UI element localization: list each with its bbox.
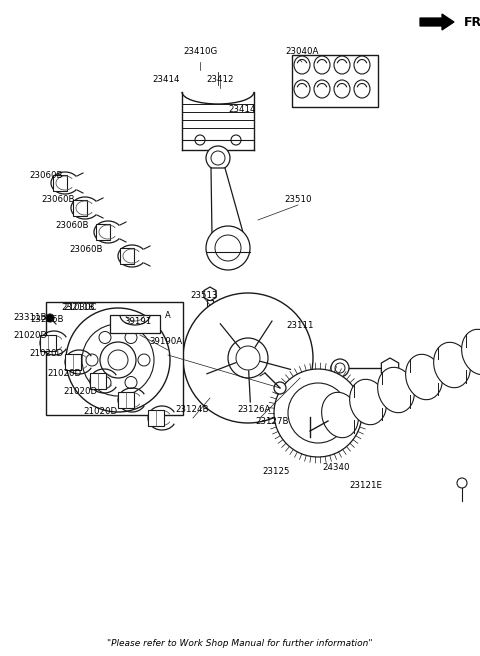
Circle shape <box>228 338 268 378</box>
Text: "Please refer to Work Shop Manual for further information": "Please refer to Work Shop Manual for fu… <box>107 640 373 649</box>
Text: 23111: 23111 <box>286 321 314 329</box>
Ellipse shape <box>433 342 470 388</box>
Circle shape <box>206 146 230 170</box>
Ellipse shape <box>462 329 480 375</box>
Circle shape <box>215 235 241 261</box>
Ellipse shape <box>322 392 359 438</box>
Text: 24340: 24340 <box>322 464 350 472</box>
Text: 23410G: 23410G <box>183 47 217 56</box>
Text: 21030C: 21030C <box>63 304 97 312</box>
Text: FR.: FR. <box>464 16 480 28</box>
Text: 21020D: 21020D <box>63 388 97 396</box>
Circle shape <box>82 324 154 396</box>
Text: 23311B: 23311B <box>13 314 47 323</box>
Circle shape <box>100 342 136 378</box>
Circle shape <box>183 293 313 423</box>
Text: 23060B: 23060B <box>55 220 89 230</box>
Text: 21020D: 21020D <box>83 407 117 417</box>
Text: 23412: 23412 <box>206 75 234 85</box>
Circle shape <box>99 331 111 344</box>
Circle shape <box>274 369 362 457</box>
Ellipse shape <box>349 379 386 424</box>
Polygon shape <box>420 14 454 30</box>
Text: 23513: 23513 <box>190 291 218 300</box>
Circle shape <box>125 331 137 344</box>
Bar <box>53 175 67 191</box>
Text: 23125: 23125 <box>262 468 290 476</box>
Bar <box>120 248 134 264</box>
Bar <box>148 410 164 426</box>
Text: 39190A: 39190A <box>149 337 182 346</box>
Circle shape <box>159 307 177 325</box>
Circle shape <box>236 346 260 370</box>
Bar <box>90 373 106 389</box>
Ellipse shape <box>334 80 350 98</box>
Text: 23414: 23414 <box>152 75 180 85</box>
Ellipse shape <box>294 56 310 74</box>
Bar <box>118 392 134 408</box>
Ellipse shape <box>354 56 370 74</box>
Circle shape <box>186 296 310 420</box>
Ellipse shape <box>406 354 443 400</box>
Ellipse shape <box>354 80 370 98</box>
Circle shape <box>192 302 304 414</box>
Ellipse shape <box>314 80 330 98</box>
Text: 23060B: 23060B <box>29 171 63 180</box>
Text: 21020D: 21020D <box>13 331 47 340</box>
Text: 23126A: 23126A <box>237 405 271 415</box>
Polygon shape <box>204 287 216 301</box>
Bar <box>96 224 110 240</box>
Circle shape <box>125 377 137 388</box>
Bar <box>40 335 56 351</box>
Text: 23060B: 23060B <box>41 195 75 205</box>
Text: 23121E: 23121E <box>349 482 383 491</box>
Polygon shape <box>381 358 399 378</box>
Text: 23211B: 23211B <box>61 304 95 312</box>
Bar <box>110 315 160 333</box>
Circle shape <box>206 226 250 270</box>
Circle shape <box>99 377 111 388</box>
Circle shape <box>231 135 241 145</box>
Circle shape <box>108 350 128 370</box>
Text: 23510: 23510 <box>284 195 312 205</box>
Bar <box>292 55 378 107</box>
Circle shape <box>198 308 298 408</box>
Ellipse shape <box>334 56 350 74</box>
Polygon shape <box>46 302 183 415</box>
Circle shape <box>211 151 225 165</box>
Text: 23226B: 23226B <box>30 316 64 325</box>
Polygon shape <box>211 168 244 236</box>
Text: A: A <box>165 312 171 321</box>
Text: 21020D: 21020D <box>29 350 63 358</box>
Ellipse shape <box>378 367 414 413</box>
Text: 23127B: 23127B <box>255 417 289 426</box>
Circle shape <box>138 354 150 366</box>
Circle shape <box>288 383 348 443</box>
Text: 23124B: 23124B <box>175 405 209 415</box>
Ellipse shape <box>294 80 310 98</box>
Circle shape <box>195 135 205 145</box>
Text: 21020D: 21020D <box>47 369 81 377</box>
Circle shape <box>86 354 98 366</box>
Ellipse shape <box>314 56 330 74</box>
Circle shape <box>66 308 170 412</box>
Text: 23414: 23414 <box>228 106 256 115</box>
Text: 23040A: 23040A <box>285 47 319 56</box>
Circle shape <box>274 382 286 394</box>
Circle shape <box>204 314 292 402</box>
Circle shape <box>46 314 54 322</box>
Circle shape <box>457 478 467 488</box>
Bar <box>207 300 213 320</box>
Bar <box>73 200 87 216</box>
Text: 23060B: 23060B <box>69 245 103 255</box>
Circle shape <box>331 359 349 377</box>
Text: 39191: 39191 <box>124 318 152 327</box>
Bar <box>65 354 81 370</box>
Circle shape <box>335 363 345 373</box>
